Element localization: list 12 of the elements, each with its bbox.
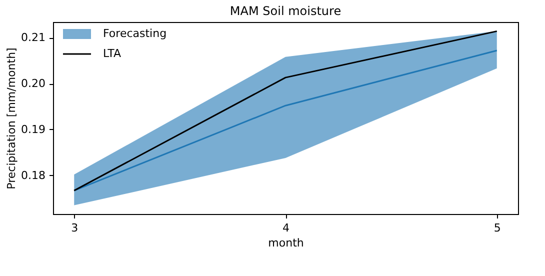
chart-title: MAM Soil moisture [230, 4, 342, 18]
y-axis-title: Precipitation [mm/month] [5, 48, 18, 190]
y-tick-label: 0.21 [21, 31, 46, 44]
legend-label: Forecasting [103, 27, 167, 40]
y-tick-label: 0.19 [21, 122, 46, 136]
x-tick-label: 5 [494, 222, 501, 234]
y-tick-label: 0.20 [21, 77, 46, 90]
legend-label: LTA [103, 47, 122, 60]
y-tick-label: 0.18 [21, 168, 46, 182]
x-axis-title: month [268, 236, 304, 250]
x-tick-label: 3 [71, 222, 78, 234]
x-tick-label: 4 [282, 222, 290, 234]
